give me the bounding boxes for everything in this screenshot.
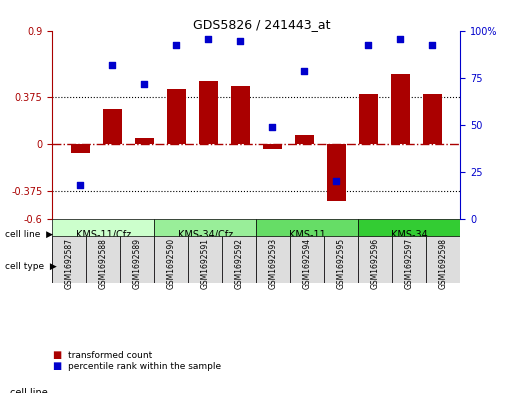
Point — [140, 81, 149, 87]
FancyBboxPatch shape — [426, 236, 460, 283]
Point — [428, 41, 436, 48]
Text: cell type  ▶: cell type ▶ — [5, 263, 57, 272]
FancyBboxPatch shape — [290, 236, 324, 283]
Point — [300, 68, 309, 74]
Text: GSM1692590: GSM1692590 — [167, 238, 176, 289]
FancyBboxPatch shape — [392, 236, 426, 283]
FancyBboxPatch shape — [358, 236, 392, 283]
FancyBboxPatch shape — [188, 236, 222, 283]
FancyBboxPatch shape — [154, 219, 256, 251]
Point — [172, 41, 180, 48]
FancyBboxPatch shape — [86, 236, 120, 283]
Text: KMS-11/Cfz: KMS-11/Cfz — [76, 230, 131, 240]
Point — [268, 124, 277, 130]
Text: parental MM: parental MM — [328, 262, 389, 272]
FancyBboxPatch shape — [52, 251, 256, 283]
FancyBboxPatch shape — [256, 251, 460, 283]
Point — [364, 41, 372, 48]
Text: percentile rank within the sample: percentile rank within the sample — [68, 362, 221, 371]
Bar — [167, 89, 186, 144]
FancyBboxPatch shape — [52, 236, 86, 283]
Text: GSM1692597: GSM1692597 — [405, 238, 414, 289]
Text: KMS-34: KMS-34 — [391, 230, 428, 240]
FancyBboxPatch shape — [256, 236, 290, 283]
Bar — [199, 81, 218, 144]
Text: GSM1692598: GSM1692598 — [439, 238, 448, 289]
FancyBboxPatch shape — [358, 219, 460, 251]
Text: GSM1692594: GSM1692594 — [303, 238, 312, 289]
Bar — [71, 144, 90, 152]
Text: GSM1692596: GSM1692596 — [371, 238, 380, 289]
Bar — [231, 86, 250, 144]
Bar — [263, 144, 282, 149]
Point — [204, 36, 212, 42]
Bar — [326, 144, 346, 201]
FancyBboxPatch shape — [154, 236, 188, 283]
Bar — [423, 94, 442, 144]
Text: carfilzomib-resistant MM: carfilzomib-resistant MM — [94, 262, 214, 272]
Text: KMS-34/Cfz: KMS-34/Cfz — [178, 230, 233, 240]
Text: GSM1692593: GSM1692593 — [269, 238, 278, 289]
FancyBboxPatch shape — [222, 236, 256, 283]
Point — [236, 38, 244, 44]
Text: GDS5826 / 241443_at: GDS5826 / 241443_at — [193, 18, 330, 31]
Text: transformed count: transformed count — [68, 351, 152, 360]
Point — [108, 62, 117, 68]
Text: ■: ■ — [52, 362, 62, 371]
Text: cell line  ▶: cell line ▶ — [5, 230, 53, 239]
Point — [332, 178, 340, 184]
Text: GSM1692595: GSM1692595 — [337, 238, 346, 289]
Text: GSM1692591: GSM1692591 — [201, 238, 210, 289]
Text: KMS-11: KMS-11 — [289, 230, 326, 240]
FancyBboxPatch shape — [120, 236, 154, 283]
Bar — [391, 74, 410, 144]
Bar — [135, 138, 154, 144]
Text: GSM1692587: GSM1692587 — [65, 238, 74, 289]
FancyBboxPatch shape — [52, 219, 154, 251]
Point — [396, 36, 404, 42]
Bar — [359, 94, 378, 144]
Bar — [294, 135, 314, 144]
Point — [76, 182, 85, 188]
FancyBboxPatch shape — [256, 219, 358, 251]
Text: GSM1692588: GSM1692588 — [99, 238, 108, 289]
FancyBboxPatch shape — [324, 236, 358, 283]
Text: GSM1692592: GSM1692592 — [235, 238, 244, 289]
Text: ■: ■ — [52, 350, 62, 360]
Bar — [103, 109, 122, 144]
Text: GSM1692589: GSM1692589 — [133, 238, 142, 289]
Text: cell line: cell line — [10, 388, 48, 393]
